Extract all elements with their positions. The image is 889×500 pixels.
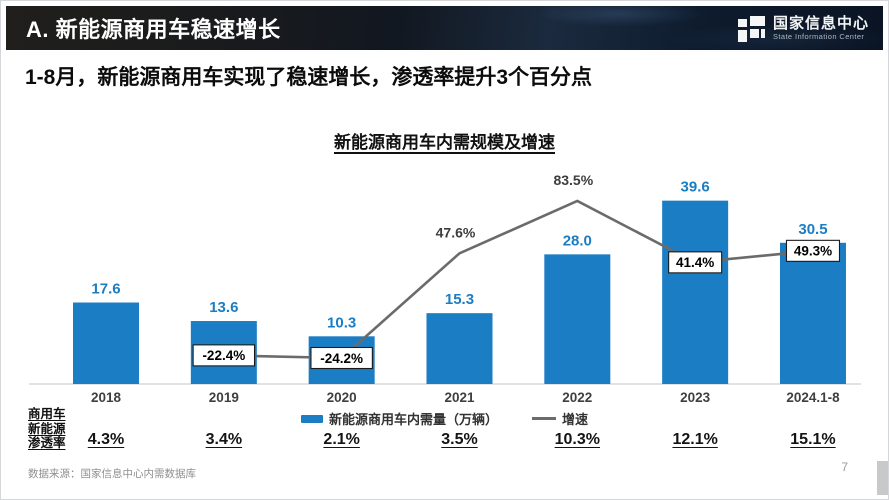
- legend-item-line: 增速: [532, 409, 588, 428]
- growth-label-2023: 41.4%: [676, 255, 714, 270]
- legend-bar-swatch: [300, 414, 323, 423]
- legend-bar-label: 新能源商用车内需量（万辆）: [328, 412, 498, 427]
- bar-value-2020: 10.3: [327, 314, 356, 331]
- page-number: 7: [841, 460, 848, 474]
- header-bar: A. 新能源商用车稳速增长 国家信息中心 State Information C…: [6, 6, 883, 50]
- chart-title: 新能源商用车内需规模及增速: [334, 133, 555, 152]
- category-label-2020: 2020: [327, 390, 357, 405]
- org-logo: 国家信息中心 State Information Center: [737, 15, 869, 42]
- penetration-value-2023: 12.1%: [672, 431, 718, 448]
- bar-2023: [662, 200, 729, 384]
- growth-label-2020: -24.2%: [320, 351, 363, 366]
- growth-label-2024.1-8: 49.3%: [794, 244, 832, 259]
- bar-2021: [426, 313, 493, 384]
- penetration-value-2019: 3.4%: [205, 431, 243, 448]
- bar-value-2024.1-8: 30.5: [798, 221, 827, 238]
- legend-item-bars: 新能源商用车内需量（万辆）: [300, 409, 498, 428]
- legend-line-label: 增速: [562, 412, 589, 427]
- penetration-value-2018: 4.3%: [87, 431, 125, 448]
- penetration-value-2024.1-8: 15.1%: [790, 431, 836, 448]
- category-label-2019: 2019: [209, 390, 239, 405]
- org-name-en: State Information Center: [772, 32, 865, 41]
- org-name: 国家信息中心: [772, 15, 869, 32]
- chart-legend: 新能源商用车内需量（万辆） 增速: [1, 409, 888, 428]
- growth-label-box-2019: [192, 344, 256, 367]
- bar-2018: [73, 302, 139, 384]
- bar-value-2018: 17.6: [91, 281, 120, 298]
- penetration-label: 商用车 新能源 渗透率: [28, 407, 66, 450]
- penetration-value-2022: 10.3%: [554, 431, 600, 448]
- growth-label-2021: 47.6%: [436, 224, 476, 240]
- data-source: 数据来源：国家信息中心内需数据库: [28, 468, 196, 480]
- category-label-2024.1-8: 2024.1-8: [786, 390, 840, 405]
- slide-title: A. 新能源商用车稳速增长: [26, 17, 281, 42]
- bar-value-2022: 28.0: [563, 232, 592, 249]
- growth-label-box-2023: [668, 251, 723, 274]
- scrollbar-thumb[interactable]: [877, 461, 888, 495]
- org-logo-icon: [737, 15, 765, 42]
- penetration-value-2020: 2.1%: [323, 431, 360, 448]
- slide-subtitle: 1-8月，新能源商用车实现了稳速增长，渗透率提升3个百分点: [25, 66, 593, 89]
- growth-label-box-2020: [310, 346, 373, 370]
- growth-label-2022: 83.5%: [553, 172, 593, 188]
- growth-label-2019: -22.4%: [202, 348, 245, 363]
- category-label-2023: 2023: [680, 390, 711, 405]
- category-label-2021: 2021: [444, 390, 475, 405]
- bar-value-2023: 39.6: [681, 179, 710, 196]
- penetration-value-2021: 3.5%: [441, 431, 478, 448]
- bar-line-chart: -22.4% -24.2% 47.6% 83.5% 41.4% 49.3% 17.6 13.6…: [29, 172, 861, 405]
- category-label-2022: 2022: [562, 390, 592, 405]
- category-label-2018: 2018: [91, 390, 122, 405]
- bar-2022: [544, 254, 611, 384]
- growth-label-box-2024.1-8: [785, 239, 841, 262]
- bar-value-2019: 13.6: [209, 299, 238, 316]
- bar-value-2021: 15.3: [445, 291, 474, 308]
- legend-line-swatch: [532, 417, 556, 420]
- bar-2024.1-8: [779, 242, 846, 384]
